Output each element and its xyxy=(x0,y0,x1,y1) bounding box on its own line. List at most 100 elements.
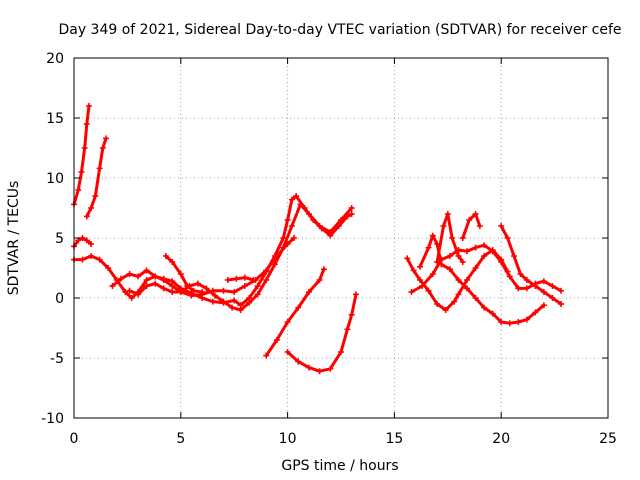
data-point xyxy=(250,277,257,283)
x-axis-label: GPS time / hours xyxy=(281,458,398,474)
data-point xyxy=(472,244,479,251)
data-point xyxy=(126,287,133,294)
data-point xyxy=(316,368,323,375)
data-point xyxy=(284,349,291,355)
data-point xyxy=(280,235,287,241)
data-point xyxy=(540,302,547,309)
data-point xyxy=(177,271,184,277)
data-point xyxy=(295,304,302,311)
data-point xyxy=(128,295,135,301)
data-point xyxy=(99,145,106,151)
series-trace-10 xyxy=(284,291,359,375)
data-point xyxy=(440,223,447,229)
data-point xyxy=(143,267,150,274)
series-line xyxy=(110,194,354,307)
y-axis-label: SDTVAR / TECUs xyxy=(6,181,22,296)
data-point xyxy=(549,295,556,301)
data-point xyxy=(464,277,471,283)
data-point xyxy=(169,289,176,295)
data-point xyxy=(517,271,524,277)
series-line xyxy=(264,267,326,358)
data-point xyxy=(79,235,86,241)
data-point xyxy=(455,277,462,283)
data-point xyxy=(446,266,453,273)
series-trace-14 xyxy=(434,211,466,265)
data-point xyxy=(532,309,539,316)
data-point xyxy=(263,352,270,359)
data-point xyxy=(417,277,424,283)
data-point xyxy=(425,287,432,294)
data-point xyxy=(169,259,176,265)
data-point xyxy=(241,274,248,281)
data-point xyxy=(455,253,462,259)
data-point xyxy=(466,217,473,223)
data-point xyxy=(246,299,253,306)
y-tick-label: -10 xyxy=(41,411,64,427)
data-point xyxy=(481,304,488,311)
series-trace-16 xyxy=(498,223,565,307)
data-point xyxy=(429,232,436,239)
data-point xyxy=(327,365,334,372)
data-point xyxy=(220,287,227,294)
data-point xyxy=(429,271,436,277)
data-point xyxy=(203,285,210,292)
data-point xyxy=(263,268,270,275)
data-point xyxy=(220,298,227,305)
data-point xyxy=(348,211,355,217)
y-tick-label: 15 xyxy=(46,111,64,127)
data-point xyxy=(523,277,530,283)
series-trace-7 xyxy=(162,253,206,295)
data-point xyxy=(162,253,169,259)
data-point xyxy=(451,298,458,305)
data-point xyxy=(425,244,432,251)
data-point xyxy=(291,235,298,241)
data-point xyxy=(489,310,496,317)
data-point xyxy=(506,320,513,327)
x-tick-label: 20 xyxy=(492,431,510,447)
data-point xyxy=(271,253,278,259)
data-point xyxy=(449,235,456,241)
series-trace-9 xyxy=(263,266,327,359)
data-point xyxy=(442,307,449,313)
series-trace-6 xyxy=(126,201,355,313)
data-point xyxy=(126,271,133,277)
data-point xyxy=(152,273,159,280)
data-point xyxy=(233,275,240,282)
data-point xyxy=(199,289,206,295)
axis-ticks: 0 5 10 15 20 25 -10 -5 0 5 10 15 20 xyxy=(41,51,617,447)
data-point xyxy=(117,275,124,282)
x-tick-label: 0 xyxy=(70,431,79,447)
data-point xyxy=(284,217,291,223)
data-point xyxy=(344,326,351,333)
data-point xyxy=(271,261,278,268)
data-point xyxy=(85,103,92,109)
data-point xyxy=(194,280,201,287)
data-point xyxy=(122,289,129,295)
data-point xyxy=(105,265,112,271)
data-point xyxy=(464,285,471,292)
data-point xyxy=(352,291,359,298)
data-point xyxy=(177,289,184,295)
series-trace-12 xyxy=(408,242,565,295)
data-point xyxy=(434,301,441,307)
data-point xyxy=(444,211,451,217)
series-line xyxy=(461,212,482,240)
data-point xyxy=(288,223,295,229)
data-point xyxy=(504,235,511,241)
series-trace-3 xyxy=(83,135,110,220)
data-point xyxy=(472,211,479,217)
data-point xyxy=(79,256,86,263)
data-point xyxy=(472,265,479,271)
data-point xyxy=(75,187,82,193)
y-tick-label: 10 xyxy=(46,171,64,187)
data-point xyxy=(316,277,323,283)
data-point xyxy=(523,316,530,323)
data-point xyxy=(169,278,176,285)
data-point xyxy=(81,145,88,151)
data-point xyxy=(476,223,483,229)
data-point xyxy=(498,259,505,265)
data-point xyxy=(190,287,197,294)
data-point xyxy=(316,223,323,229)
series-layer xyxy=(71,103,565,375)
